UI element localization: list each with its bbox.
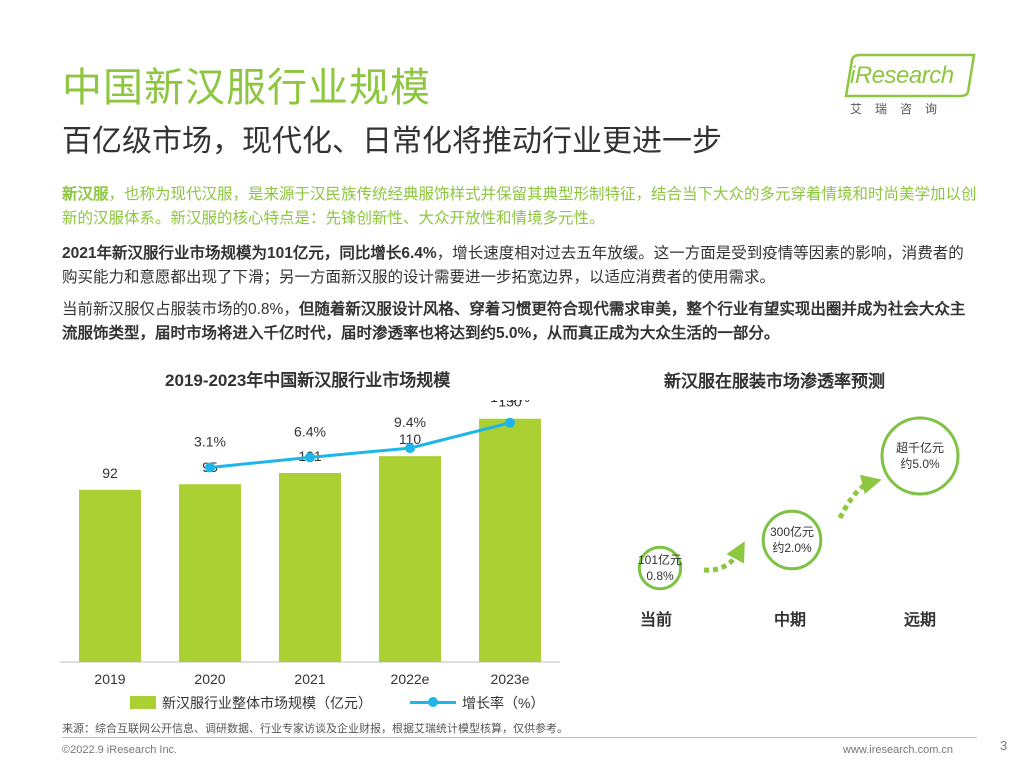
bar-2020 [179,484,241,662]
legend-bar-swatch [130,696,156,709]
stage-label-3: 远期 [904,610,936,629]
legend-growth-rate-label: 增长率（%） [462,695,545,711]
market-size-highlight: 2021年新汉服行业市场规模为101亿元，同比增长6.4% [62,245,437,262]
growth-point-2023e [505,417,515,428]
source-note: 来源：综合互联网公开信息、调研数据、行业专家访谈及企业财报，根据艾瑞统计模型核算… [62,723,568,735]
growth-point-2021 [305,452,315,463]
market-size-text: ，增长速度相对过去五年放缓。这一方面是受到疫情等因素的影响，消费者的购买能力和意… [62,245,964,286]
growth-point-2020 [205,462,215,473]
x-tick-2021: 2021 [294,671,325,687]
highlight-term: 新汉服 [62,186,109,203]
x-tick-2022e: 2022e [391,671,430,687]
stage-rate-3: 约5.0% [900,456,940,471]
outlook-text: 当前新汉服仅占服装市场的0.8%， [62,301,299,318]
intro-text: ，也称为现代汉服，是来源于汉民族传统经典服饰样式并保留其典型形制特征，结合当下大… [62,186,977,227]
copyright: ©2022.9 iResearch Inc. [62,744,178,756]
market-size-paragraph: 2021年新汉服行业市场规模为101亿元，同比增长6.4%，增长速度相对过去五年… [62,242,977,290]
bar-2021 [279,472,341,662]
bar-2022e [379,456,441,662]
bar-2019 [79,489,141,662]
legend-market-size: 新汉服行业整体市场规模（亿元） [130,693,372,713]
growth-label-2023e: 17.6% [490,400,530,405]
stage-rate-2: 约2.0% [772,540,812,555]
iresearch-logo: iResearch 艾瑞咨询 [838,52,978,122]
logo-swoosh-icon [844,53,976,98]
bar-label-2022e: 110 [399,431,422,447]
stage-circle-2 [761,509,823,571]
growth-label-2020: 3.1% [194,434,226,450]
arrow-current-to-mid [703,541,745,573]
market-size-chart: 92201995202010120211102022e1302023e3.1%6… [60,400,560,687]
legend-growth-rate: 增长率（%） [410,693,544,713]
stage-label-2: 中期 [774,610,806,629]
legend-market-size-label: 新汉服行业整体市场规模（亿元） [162,695,372,711]
stage-size-2: 300亿元 [770,524,814,539]
bar-2023e [479,418,541,662]
stage-size-1: 101亿元 [638,552,682,567]
logo-chinese-text: 艾瑞咨询 [850,102,951,116]
bar-label-2019: 92 [102,465,118,481]
penetration-chart-title: 新汉服在服装市场渗透率预测 [664,372,885,391]
stage-circle-1 [637,545,683,591]
page-subtitle: 百亿级市场，现代化、日常化将推动行业更进一步 [62,125,722,158]
stage-size-3: 超千亿元 [896,440,944,455]
outlook-paragraph: 当前新汉服仅占服装市场的0.8%，但随着新汉服设计风格、穿着习惯更符合现代需求审… [62,298,977,346]
growth-label-2021: 6.4% [294,423,326,439]
stage-rate-1: 0.8% [646,569,674,583]
footer-divider [62,737,977,738]
website-link[interactable]: www.iresearch.com.cn [843,744,954,756]
x-tick-2020: 2020 [194,671,225,687]
x-tick-2023e: 2023e [491,671,530,687]
growth-rate-line [209,421,511,469]
page-number: 3 [1000,738,1008,753]
logo-brand-text: iResearch [850,62,954,89]
page-title: 中国新汉服行业规模 [62,66,431,110]
bar-label-2023e: 130 [498,400,522,410]
x-tick-2019: 2019 [94,671,125,687]
outlook-highlight: 但随着新汉服设计风格、穿着习惯更符合现代需求审美，整个行业有望实现出圈并成为社会… [62,301,966,342]
legend-line-swatch [410,696,456,709]
market-size-chart-title: 2019-2023年中国新汉服行业市场规模 [165,371,451,390]
growth-label-2022e: 9.4% [394,414,426,430]
arrow-mid-to-long [837,474,882,520]
growth-point-2022e [405,443,415,454]
stage-label-1: 当前 [640,610,672,629]
intro-paragraph: 新汉服，也称为现代汉服，是来源于汉民族传统经典服饰样式并保留其典型形制特征，结合… [62,183,977,231]
stage-circle-3 [880,416,960,496]
